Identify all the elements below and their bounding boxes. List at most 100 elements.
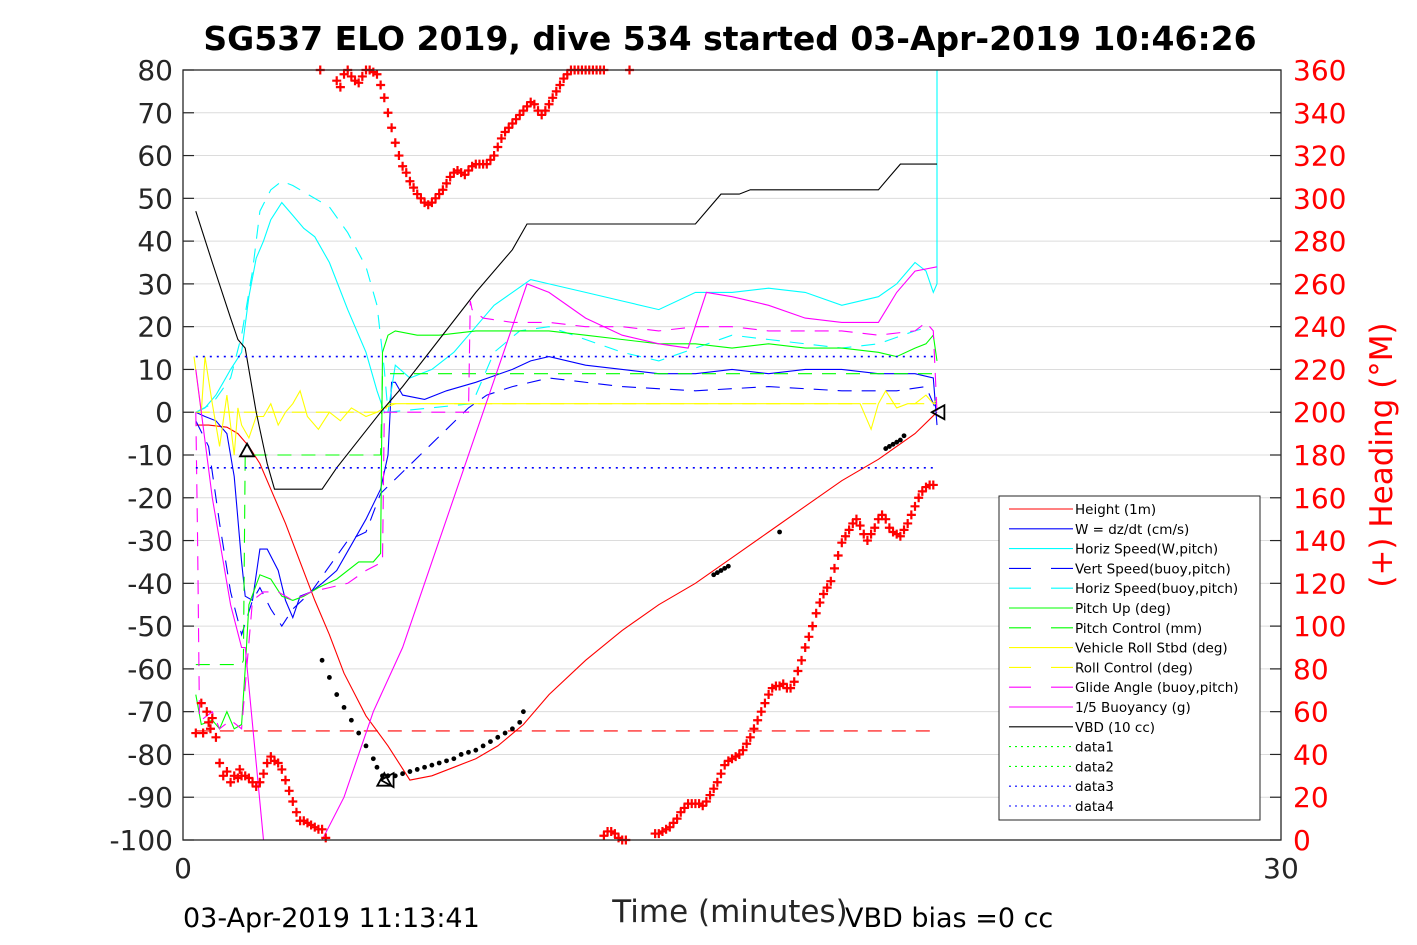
heading-point: [712, 777, 722, 787]
heading-point: [379, 93, 389, 103]
chart-title: SG537 ELO 2019, dive 534 started 03-Apr-…: [203, 19, 1256, 58]
heading-point: [205, 724, 215, 734]
triangle-marker: [238, 441, 256, 458]
heading-point: [409, 183, 419, 193]
height-point: [334, 692, 340, 697]
heading-point: [672, 814, 682, 824]
heading-point: [540, 106, 550, 116]
series-line-vbd-10-cc-: [195, 163, 937, 490]
heading-point: [555, 80, 565, 90]
heading-point: [899, 525, 909, 535]
heading-point: [496, 133, 506, 143]
y-tick-label: -30: [127, 525, 173, 558]
height-point: [374, 764, 380, 770]
heading-point: [226, 777, 236, 787]
series-line-pitch-control-mm-: [195, 373, 937, 666]
heading-point: [273, 758, 283, 768]
heading-point: [753, 715, 763, 725]
y-tick-label: -40: [127, 567, 173, 600]
height-point: [480, 743, 486, 749]
legend-label: 1/5 Buoyancy (g): [1075, 700, 1191, 716]
y-tick-label: -20: [127, 482, 173, 515]
y2-tick-label: 0: [1293, 824, 1311, 857]
heading-point: [255, 777, 265, 787]
legend-label: Glide Angle (buoy,pitch): [1075, 680, 1239, 696]
y2-tick-label: 240: [1293, 311, 1346, 344]
height-point: [356, 730, 362, 736]
y2-tick-label: 60: [1293, 696, 1329, 729]
height-point: [711, 572, 717, 578]
heading-point: [709, 784, 719, 794]
heading-point: [815, 598, 825, 608]
heading-point: [280, 775, 290, 785]
footer-vbd-bias: VBD bias =0 cc: [845, 903, 1053, 934]
heading-point: [826, 576, 836, 586]
y-tick-label: 60: [137, 140, 173, 173]
heading-point: [906, 510, 916, 520]
legend: Height (1m) W = dz/dt (cm/s) Horiz Speed(W…: [998, 495, 1261, 821]
heading-point: [738, 745, 748, 755]
heading-point: [401, 168, 411, 178]
heading-point: [489, 151, 499, 161]
height-point: [414, 767, 420, 772]
heading-point: [196, 698, 206, 708]
series-line-1-5-buoyancy-g-: [195, 266, 938, 841]
heading-point: [277, 764, 287, 774]
height-point: [722, 565, 728, 571]
heading-point: [866, 529, 876, 539]
legend-label: VBD (10 cc): [1075, 720, 1155, 736]
heading-point: [442, 178, 452, 188]
y2-tick-label: 20: [1293, 781, 1329, 814]
heading-point: [198, 728, 208, 738]
y2-axis-label: (+) Heading (°M): [1364, 322, 1400, 587]
heading-point: [387, 123, 397, 133]
y2-tick-label: 80: [1293, 653, 1329, 686]
legend-label: data2: [1075, 759, 1114, 775]
heading-point: [354, 78, 364, 88]
series-line-glide-angle-buoy-pitch-: [195, 300, 938, 730]
plot-series: [193, 70, 938, 841]
y-tick-label: -60: [127, 653, 173, 686]
y2-tick-label: 160: [1293, 482, 1346, 515]
y2-tick-label: 120: [1293, 567, 1346, 600]
y2-tick-label: 260: [1293, 268, 1346, 301]
heading-point: [551, 86, 561, 96]
y2-tick-label: 340: [1293, 97, 1346, 130]
heading-point: [383, 108, 393, 118]
height-point: [883, 446, 889, 451]
axis-ticks: 80706050403020100-10-20-30-40-50-60-70-8…: [109, 54, 1346, 885]
y2-tick-label: 280: [1293, 225, 1346, 258]
heading-point: [840, 531, 850, 541]
y-tick-label: 70: [137, 97, 173, 130]
heading-point: [851, 514, 861, 524]
y-tick-label: 30: [137, 268, 173, 301]
heading-point: [819, 589, 828, 599]
legend-label: Pitch Up (deg): [1075, 601, 1171, 617]
y-tick-label: 50: [137, 182, 173, 215]
height-point: [890, 441, 896, 447]
legend-label: Horiz Speed(buoy,pitch): [1075, 581, 1238, 597]
heading-point: [215, 758, 225, 768]
height-point: [348, 717, 354, 723]
heading-point: [317, 824, 327, 834]
y-tick-label: 0: [155, 396, 173, 429]
height-point: [714, 570, 720, 576]
triangle-marker: [929, 403, 946, 421]
heading-point: [749, 724, 759, 734]
series-line-vehicle-roll-stbd-deg-: [193, 356, 938, 456]
heading-point: [837, 538, 847, 548]
heading-point: [390, 138, 400, 148]
heading-point: [870, 523, 880, 533]
heading-point: [372, 69, 382, 79]
height-point: [407, 769, 413, 774]
heading-point: [394, 151, 404, 161]
y-tick-label: 10: [137, 353, 173, 386]
legend-label: W = dz/dt (cm/s): [1075, 522, 1189, 538]
y2-tick-label: 360: [1293, 54, 1346, 87]
x-tick-label: 30: [1263, 852, 1299, 885]
height-point: [520, 709, 526, 715]
x-tick-label: 0: [174, 852, 192, 885]
heading-point: [548, 93, 558, 103]
heading-point: [829, 563, 839, 573]
